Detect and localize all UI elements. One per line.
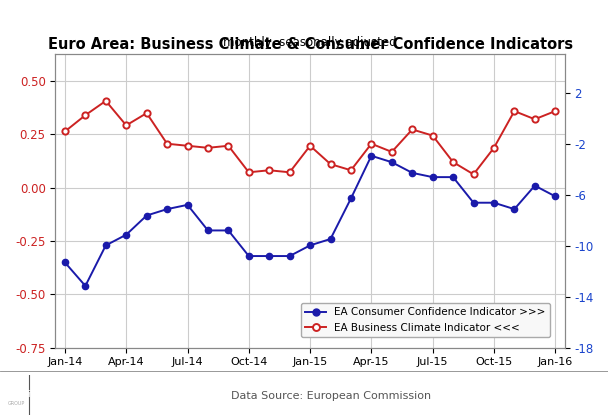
Legend: EA Consumer Confidence Indicator >>>, EA Business Climate Indicator <<<: EA Consumer Confidence Indicator >>>, EA… xyxy=(301,303,550,337)
Text: monthly, seasonally adjusted: monthly, seasonally adjusted xyxy=(223,36,397,49)
Text: Data Source: European Commission: Data Source: European Commission xyxy=(231,391,431,401)
Text: TradingFloor·com: TradingFloor·com xyxy=(26,391,92,399)
Title: Euro Area: Business Climate & Consumer Confidence Indicators: Euro Area: Business Climate & Consumer C… xyxy=(47,37,573,52)
Text: GROUP: GROUP xyxy=(8,401,26,406)
Text: SAXO: SAXO xyxy=(5,385,29,393)
